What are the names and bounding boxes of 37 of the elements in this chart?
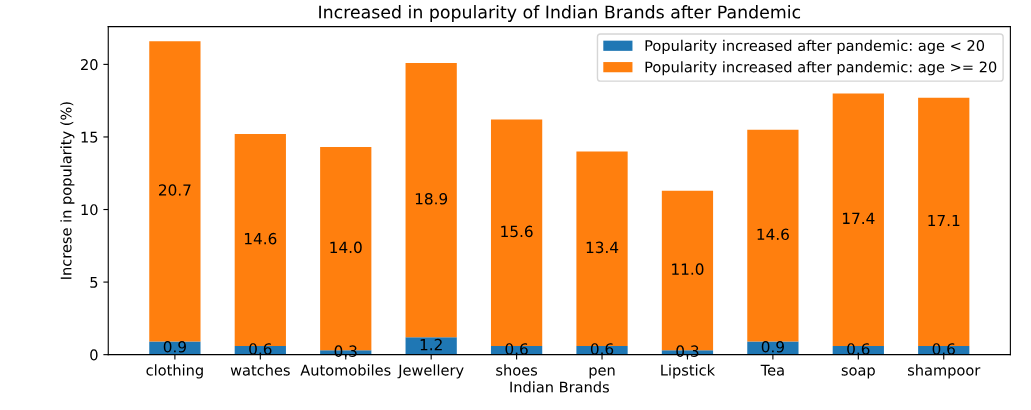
x-axis-title: Indian Brands xyxy=(510,381,609,393)
data-label: 14.6 xyxy=(757,228,789,241)
legend-label: Popularity increased after pandemic: age < 20 xyxy=(645,39,985,54)
data-label: 17.4 xyxy=(842,212,875,224)
bar xyxy=(405,62,457,338)
y-axis-title: Increse in popularity (%) xyxy=(60,102,75,279)
bar xyxy=(149,41,201,342)
x-tick-label: Jewellery xyxy=(397,364,464,379)
x-tick-label: watches xyxy=(230,364,290,376)
x-tick-label: pen xyxy=(589,367,615,379)
data-label: 13.4 xyxy=(586,241,619,254)
data-label: 0.9 xyxy=(761,341,784,353)
data-label: 18.9 xyxy=(415,192,448,205)
legend-label: Popularity increased after pandemic: age >= 20 xyxy=(645,61,997,76)
x-tick-label: Tea xyxy=(760,364,784,376)
x-tick-label: shoes xyxy=(496,364,538,376)
x-tick-label: shampoor xyxy=(908,364,981,379)
data-label: 17.1 xyxy=(928,214,960,227)
y-tick-label: 15 xyxy=(81,131,98,143)
data-label: 11.0 xyxy=(672,263,704,275)
x-tick-label: clothing xyxy=(146,364,203,379)
bar xyxy=(405,337,457,355)
data-label: 14.6 xyxy=(244,232,277,245)
data-label: 14.0 xyxy=(330,241,362,254)
data-label: 1.2 xyxy=(420,338,442,351)
y-tick-label: 20 xyxy=(81,59,98,71)
bar xyxy=(747,129,799,342)
x-tick-label: soap xyxy=(841,367,875,379)
data-label: 0.9 xyxy=(163,341,186,353)
y-tick-label: 10 xyxy=(81,204,98,216)
y-tick-label: 5 xyxy=(90,276,98,288)
chart-title: Increased in popularity of Indian Brands after Pandemic xyxy=(319,5,801,22)
x-tick-label: Lipstick xyxy=(661,364,716,379)
data-label: 15.6 xyxy=(501,225,533,238)
y-tick-label: 0 xyxy=(90,349,98,361)
x-tick-label: Automobiles xyxy=(300,364,391,376)
data-label: 20.7 xyxy=(159,184,191,196)
